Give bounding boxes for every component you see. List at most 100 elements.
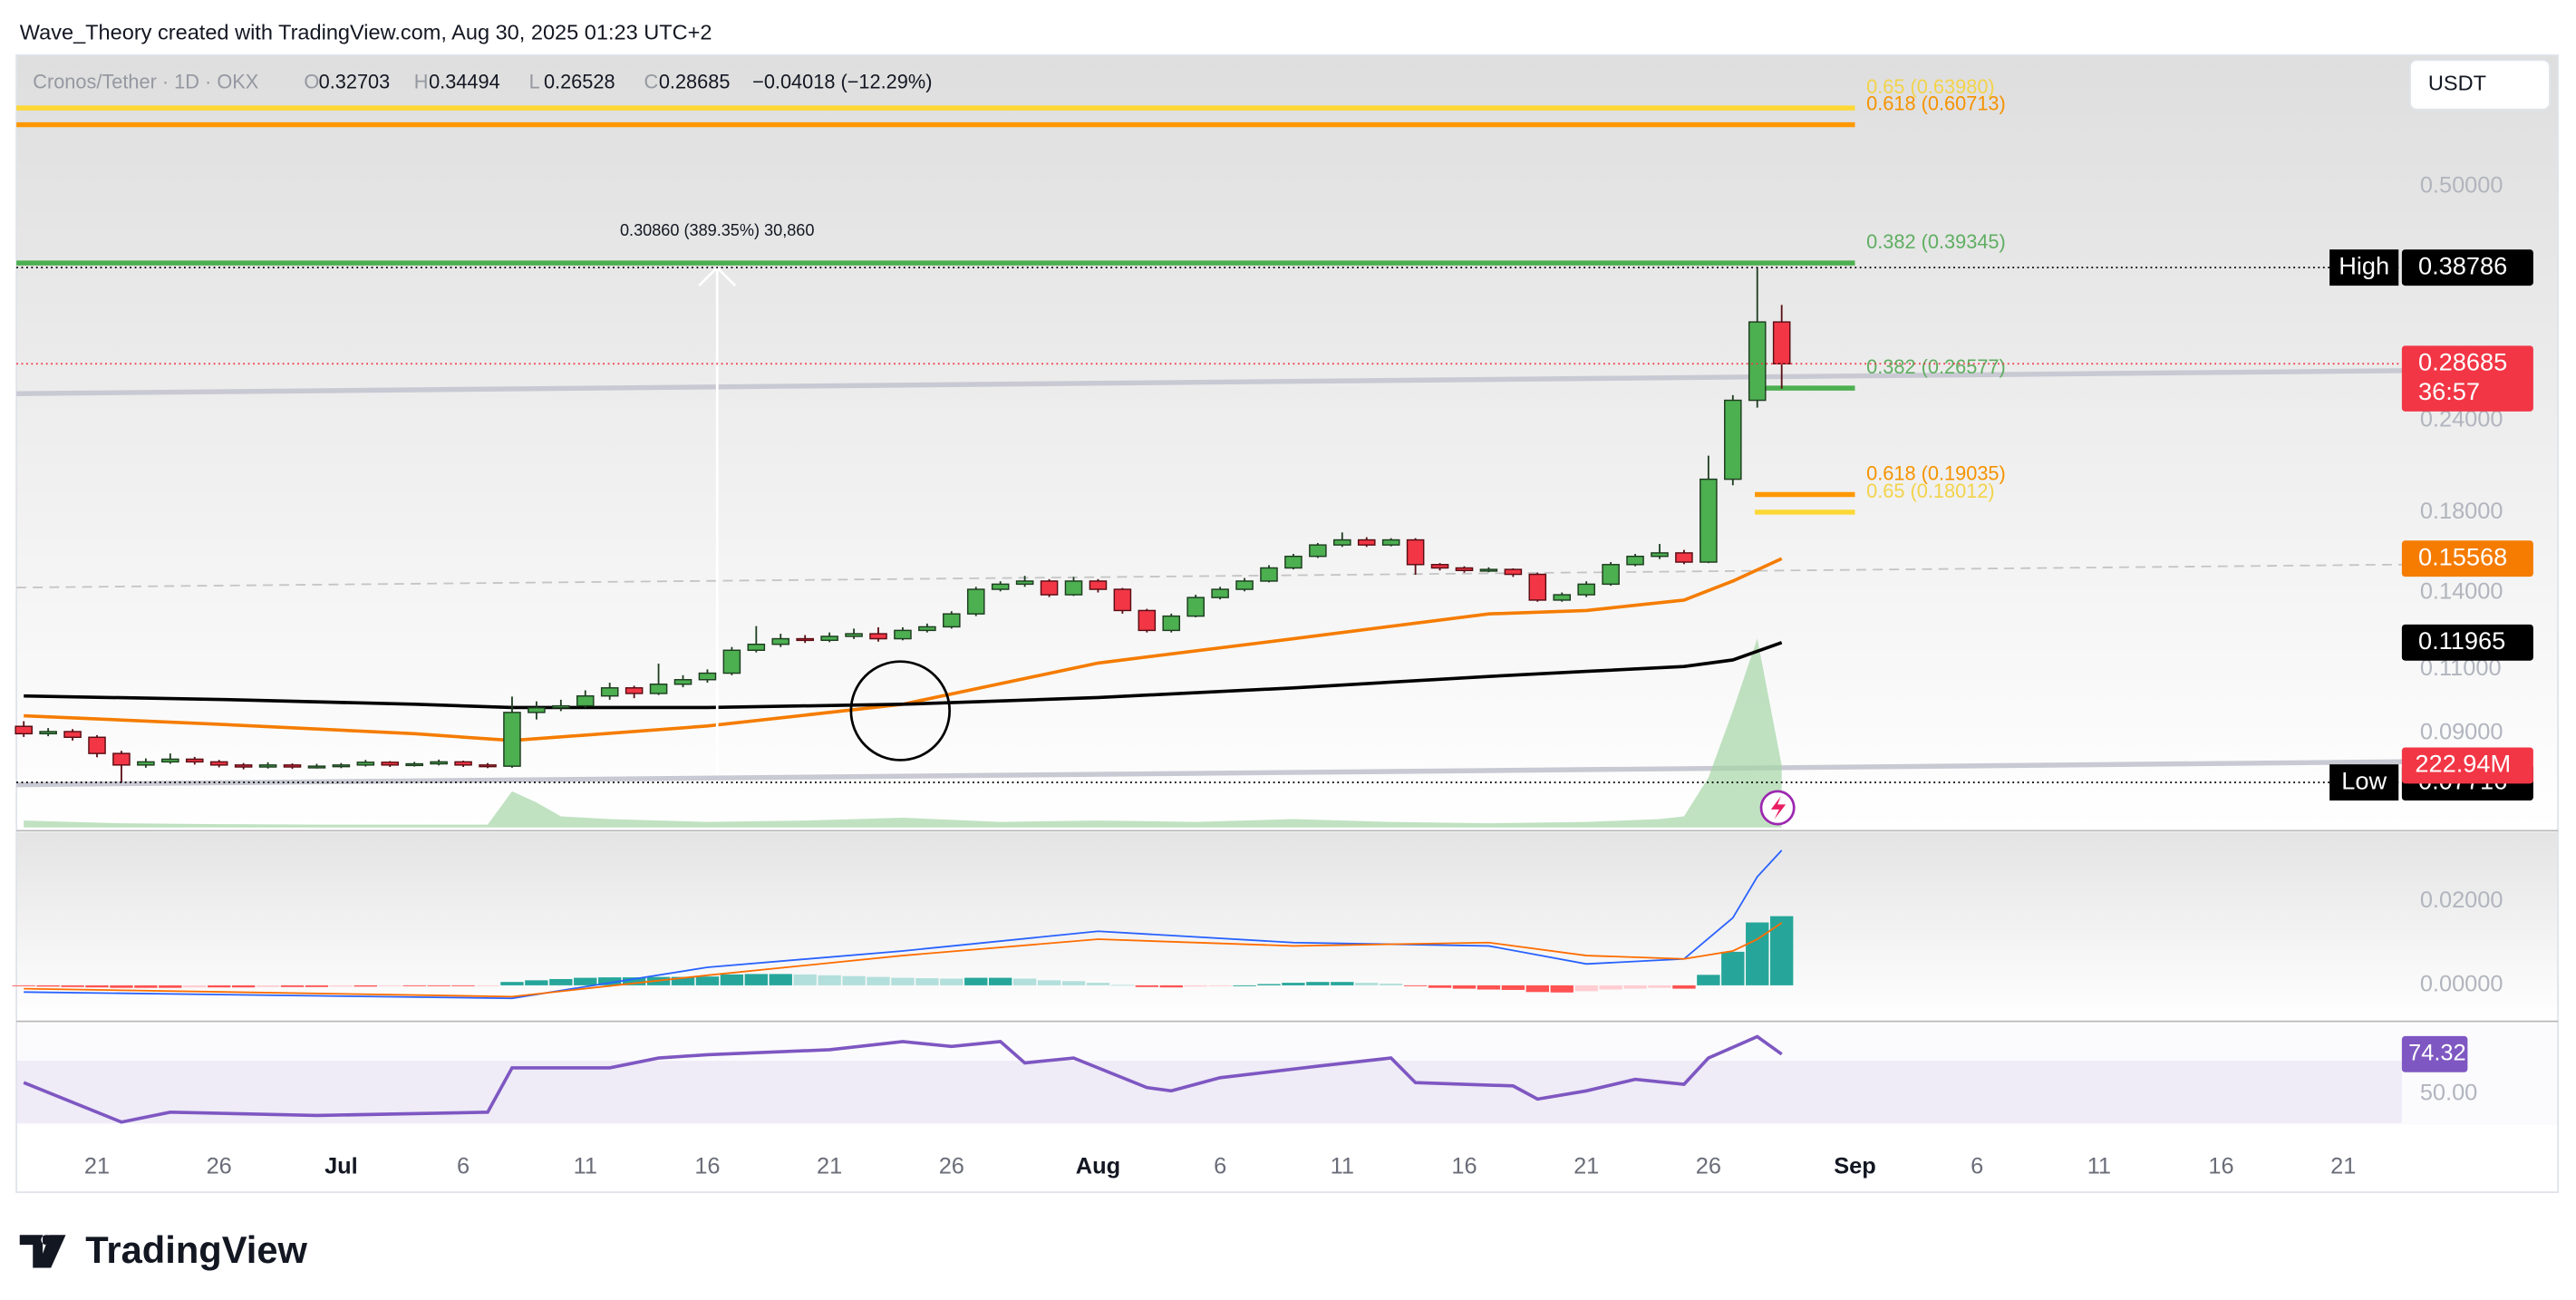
candle-body: [1040, 580, 1059, 596]
credit: Wave_Theory created with TradingView.com…: [20, 21, 712, 44]
macd-bar: [793, 974, 817, 985]
candle-body: [845, 633, 863, 637]
macd-bar: [1208, 985, 1232, 986]
macd-bar: [256, 985, 280, 987]
candle-body: [1626, 555, 1644, 566]
macd-bar: [1355, 983, 1379, 985]
currency[interactable]: USDT: [2428, 72, 2486, 95]
x-tick-label: 11: [574, 1154, 597, 1179]
macd-bar: [915, 978, 939, 985]
macd-bar: [1061, 981, 1086, 985]
rsi-tag: [2401, 1035, 2468, 1072]
price-tag-value: 0.38786: [2418, 251, 2507, 279]
macd-bar: [110, 985, 133, 988]
macd-bar: [353, 985, 378, 987]
event-bolt: [1770, 796, 1787, 820]
currency-button[interactable]: [2409, 59, 2551, 111]
x-tick-label: 26: [207, 1154, 232, 1179]
legend-key: C: [644, 70, 659, 92]
candle-body: [15, 725, 33, 735]
macd-bar: [1501, 985, 1525, 990]
macd-bar: [1721, 951, 1745, 985]
price-tag-value: 0.28685: [2418, 347, 2507, 375]
macd-bar: [622, 977, 646, 985]
price-tag-label-bg: [2329, 764, 2399, 801]
candle-body: [1430, 564, 1449, 569]
candle-body: [209, 761, 228, 766]
candle-body: [1260, 567, 1278, 582]
price-tag: [2401, 249, 2533, 286]
fib-label: 0.382 (0.26577): [1866, 355, 2006, 378]
macd-pane: [16, 832, 2559, 1020]
candle-body: [1504, 568, 1523, 576]
x-tick-label: 6: [1971, 1154, 1983, 1179]
price-tag: [2401, 345, 2533, 412]
candle-body: [576, 694, 595, 707]
candle-body: [600, 687, 619, 697]
macd-bar: [1037, 980, 1061, 985]
candle-body: [405, 762, 423, 767]
macd-bar: [231, 985, 256, 988]
fib-label: 0.65 (0.18012): [1866, 480, 1994, 502]
countdown: 36:57: [2418, 377, 2480, 405]
x-tick-label: 21: [84, 1154, 110, 1179]
candle-body: [1406, 538, 1425, 566]
macd-bar: [85, 985, 109, 988]
price-tag-value: 0.11965: [2418, 626, 2505, 655]
macd-bar: [818, 975, 841, 985]
trend-line: [16, 759, 2402, 788]
macd-bar: [1135, 985, 1158, 987]
candle-body: [161, 758, 179, 763]
candle-body: [698, 672, 717, 681]
candle-body: [430, 761, 448, 765]
candle-body: [747, 643, 766, 651]
macd-bar: [1550, 985, 1574, 993]
macd-bar: [451, 985, 475, 986]
x-tick-label: 26: [1696, 1154, 1721, 1179]
candle-body: [991, 583, 1010, 590]
legend-value: 0.34494: [429, 70, 500, 92]
candle-body: [552, 704, 570, 709]
candle-body: [1089, 580, 1108, 590]
candle-body: [1651, 552, 1669, 558]
candle-body: [39, 731, 57, 735]
candle-body: [381, 762, 400, 766]
legend-value: 0.28685: [659, 70, 731, 92]
macd-bar: [671, 976, 695, 985]
macd-bar: [476, 985, 499, 986]
candle-body: [356, 762, 375, 766]
candle-body: [1186, 597, 1205, 617]
macd-bar: [1331, 982, 1354, 985]
candle-body: [1455, 567, 1474, 572]
candle-body: [1113, 588, 1132, 612]
macd-line: [24, 922, 1783, 998]
macd-bar: [1599, 985, 1622, 990]
y-tick-label: 0.02000: [2420, 888, 2503, 913]
candle-body: [1772, 321, 1791, 364]
fib-label: 0.65 (0.63980): [1866, 75, 1994, 98]
y-tick-label: 0.00000: [2420, 972, 2503, 997]
candle-body: [869, 633, 887, 640]
x-tick-label: 16: [2208, 1154, 2233, 1179]
legend-value: 0.32703: [319, 70, 391, 92]
macd-bar: [305, 985, 329, 987]
candle-body: [966, 588, 985, 615]
x-tick-label: 21: [2330, 1154, 2356, 1179]
frame: [15, 53, 2559, 1194]
candle-body: [1015, 580, 1034, 586]
candle-body: [1333, 538, 1351, 546]
candle-body: [63, 731, 82, 739]
y-tick-label: 0.18000: [2420, 499, 2503, 524]
macd-bar: [1086, 983, 1110, 985]
macd-bar: [867, 976, 890, 985]
candle-body: [1357, 538, 1376, 546]
macd-bar: [695, 976, 720, 985]
candle-body: [771, 637, 790, 645]
candle-body: [1211, 588, 1229, 598]
change: −0.04018 (−12.29%): [752, 70, 932, 92]
macd-bar: [1379, 984, 1403, 985]
macd-bar: [574, 977, 597, 985]
legend-key: L: [529, 70, 540, 92]
candle-body: [185, 758, 204, 763]
macd-bar: [378, 985, 402, 986]
